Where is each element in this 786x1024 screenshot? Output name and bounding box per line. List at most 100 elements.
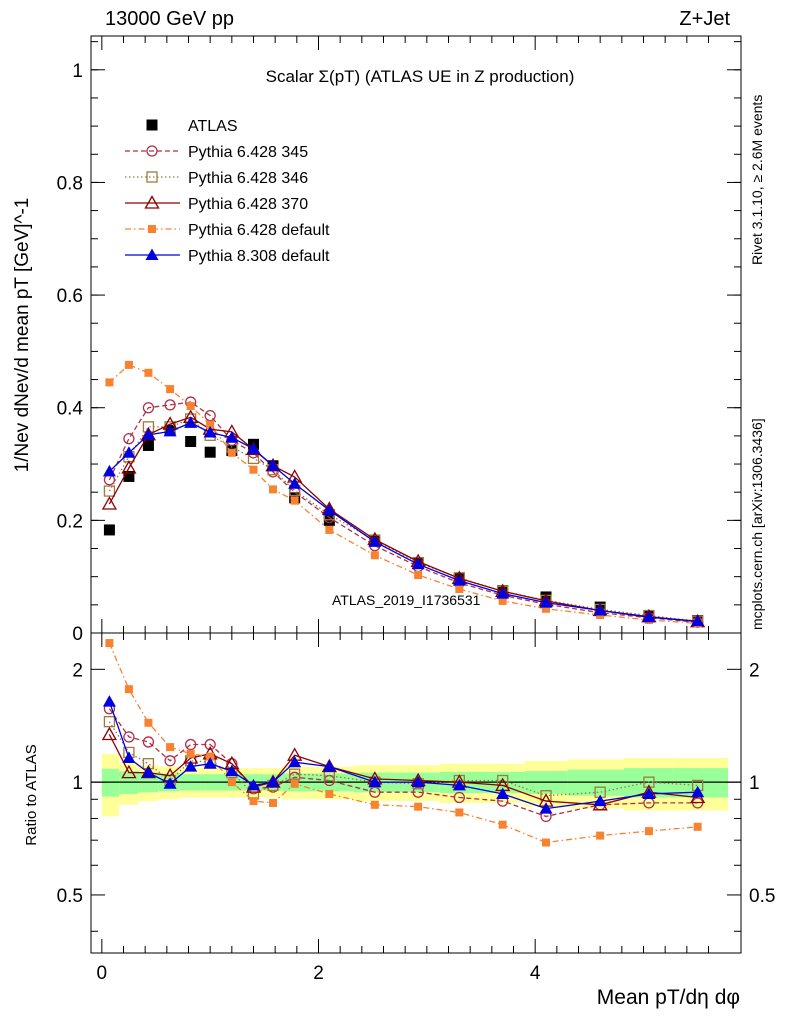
ratio-data-point bbox=[322, 760, 336, 772]
ratio-data-point bbox=[185, 738, 197, 751]
main-data-point bbox=[123, 433, 135, 445]
main-data-point bbox=[103, 485, 116, 497]
main-data-point bbox=[266, 459, 280, 471]
main-data-point bbox=[142, 439, 154, 451]
ratio-data-point bbox=[206, 752, 215, 761]
main-data-point bbox=[642, 610, 656, 623]
main-data-point bbox=[542, 604, 550, 613]
ratio-data-point bbox=[325, 789, 334, 798]
ratio-ytick-label-right: 2 bbox=[749, 660, 760, 681]
ratio-data-point bbox=[164, 755, 176, 767]
ratio-ytick-label: 0.5 bbox=[57, 886, 83, 907]
main-data-point bbox=[411, 557, 425, 570]
legend-entry-4: Pythia 6.428 default bbox=[125, 222, 330, 239]
mcplots-label: mcplots.cern.ch [arXiv:1306.3436] bbox=[749, 418, 765, 630]
ratio-data-point bbox=[693, 822, 702, 831]
ratio-data-point bbox=[141, 766, 155, 778]
ratio-data-point bbox=[144, 718, 153, 727]
legend-label: Pythia 6.428 370 bbox=[188, 196, 308, 213]
watermark: ATLAS_2019_I1736531 bbox=[332, 592, 481, 608]
ratio-series-layer bbox=[101, 639, 706, 847]
legend-marker bbox=[148, 225, 156, 233]
header-process: Z+Jet bbox=[679, 8, 730, 30]
legend-label: ATLAS bbox=[188, 118, 238, 135]
main-series-line bbox=[108, 364, 698, 625]
ratio-data-point bbox=[691, 785, 705, 798]
ratio-series-line bbox=[108, 734, 698, 806]
ratio-data-point bbox=[290, 779, 299, 788]
main-data-point bbox=[691, 614, 705, 627]
main-data-point bbox=[186, 402, 195, 411]
main-data-point bbox=[101, 496, 118, 510]
main-data-point bbox=[496, 587, 510, 599]
ratio-data-point bbox=[496, 787, 510, 799]
ratio-data-point bbox=[122, 751, 136, 763]
main-data-point bbox=[414, 570, 423, 579]
main-data-point bbox=[325, 525, 334, 534]
ratio-data-point bbox=[184, 760, 198, 772]
main-title: Scalar Σ(pT) (ATLAS UE in Z production) bbox=[266, 67, 575, 86]
main-data-point bbox=[227, 448, 236, 457]
ratio-data-point bbox=[452, 778, 466, 791]
main-data-point bbox=[124, 360, 133, 369]
main-series-5 bbox=[102, 416, 705, 627]
ratio-xtick-label: 4 bbox=[530, 963, 541, 984]
main-data-point bbox=[204, 446, 216, 458]
ratio-data-point bbox=[455, 808, 464, 817]
ratio-data-point bbox=[266, 775, 280, 788]
main-data-point bbox=[105, 378, 114, 387]
legend-marker bbox=[145, 248, 159, 260]
ratio-data-point bbox=[643, 776, 655, 788]
ratio-data-point bbox=[289, 768, 301, 780]
main-data-point bbox=[144, 368, 153, 377]
ratio-data-point bbox=[225, 764, 239, 777]
main-data-point bbox=[249, 465, 258, 474]
ratio-frame bbox=[90, 632, 742, 954]
main-ytick-label: 0.6 bbox=[57, 286, 83, 307]
main-data-point bbox=[164, 399, 176, 411]
main-data-point bbox=[103, 524, 115, 536]
legend-marker bbox=[144, 195, 160, 209]
main-data-point bbox=[225, 431, 239, 443]
main-data-point bbox=[122, 446, 136, 458]
main-data-point bbox=[368, 535, 382, 547]
ratio-data-point bbox=[414, 802, 423, 811]
main-data-point bbox=[166, 385, 175, 394]
ratio-data-point bbox=[596, 831, 605, 840]
main-series-layer bbox=[101, 360, 706, 628]
ratio-data-point bbox=[539, 802, 553, 814]
main-panel: 0 0.2 0.4 0.6 0.8 1 Scalar Σ(pT) (ATLAS UE in… bbox=[12, 35, 742, 645]
header-energy: 13000 GeV pp bbox=[105, 8, 234, 30]
legend-entry-2: Pythia 6.428 346 bbox=[125, 170, 308, 187]
ratio-ylabel: Ratio to ATLAS bbox=[23, 744, 40, 845]
main-ytick-label: 0.4 bbox=[57, 399, 84, 420]
main-series-line bbox=[108, 401, 698, 623]
main-ytick-label: 0 bbox=[72, 624, 83, 645]
ratio-data-point bbox=[249, 797, 258, 806]
ratio-ytick-label: 2 bbox=[72, 660, 83, 681]
legend-entry-0: ATLAS bbox=[146, 118, 238, 135]
main-ytick-label: 0.8 bbox=[57, 173, 83, 194]
legend-label: Pythia 8.308 default bbox=[188, 248, 330, 265]
ratio-xtick-label: 0 bbox=[97, 963, 108, 984]
ratio-series-4 bbox=[102, 695, 705, 814]
main-data-point bbox=[290, 496, 299, 505]
ratio-ytick-label-right: 1 bbox=[749, 773, 760, 794]
main-data-point bbox=[498, 596, 507, 605]
ratio-data-point bbox=[542, 838, 550, 847]
ratio-data-point bbox=[163, 777, 177, 789]
main-data-point bbox=[370, 551, 379, 560]
legend-marker bbox=[146, 119, 158, 131]
main-series-line bbox=[108, 418, 698, 622]
ratio-data-point bbox=[593, 794, 607, 807]
ratio-data-point bbox=[121, 764, 137, 779]
main-ticks: 0 0.2 0.4 0.6 0.8 1 bbox=[57, 36, 741, 645]
ratio-xtick-label: 2 bbox=[313, 963, 324, 984]
ratio-data-point bbox=[288, 755, 302, 768]
legend-label: Pythia 6.428 default bbox=[188, 222, 330, 239]
legend-entry-5: Pythia 8.308 default bbox=[125, 248, 330, 265]
rivet-label: Rivet 3.1.10, ≥ 2.6M events bbox=[749, 95, 765, 265]
ratio-data-point bbox=[411, 775, 425, 788]
legend-entry-1: Pythia 6.428 345 bbox=[125, 144, 308, 161]
legend: ATLAS Pythia 6.428 345 Pythia 6.428 346 Pyt… bbox=[125, 118, 330, 265]
